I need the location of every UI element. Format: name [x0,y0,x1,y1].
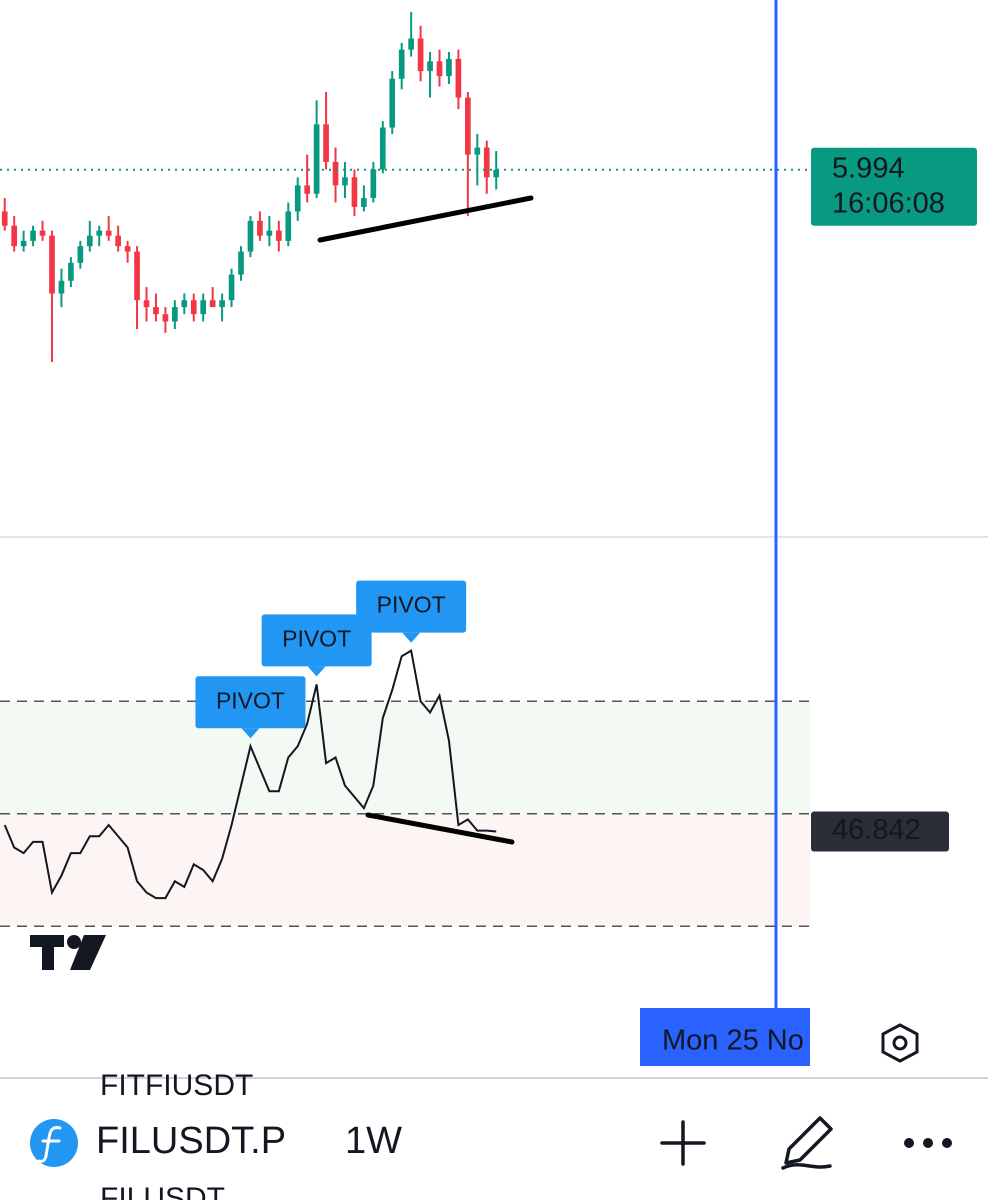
candle-body [115,235,121,247]
symbol-name[interactable]: FILUSDT.P [96,1120,286,1162]
candle-body [49,235,55,294]
rsi-value-label: 46.842 [832,814,921,846]
candle-body [427,61,433,72]
candle-body [58,280,65,294]
pivot-label: PIVOT [216,687,285,713]
ghost-symbol-above: FITFIUSDT [100,1069,253,1102]
tv-logo [30,935,106,970]
candle-body [11,225,18,247]
candle-body [370,169,377,199]
candle-body [455,58,462,98]
candle-body [20,240,27,247]
candle-body [474,147,481,155]
candle-body [493,169,500,178]
candle-body [153,307,159,315]
candle-body [190,300,197,315]
overbought-band [0,701,810,814]
candle-body [172,307,178,322]
candle-body [323,124,329,162]
pivot-box [195,676,306,729]
rsi-value-box [811,811,949,852]
symbol-button[interactable] [30,1119,78,1167]
candle-body [408,38,414,50]
candle-body [266,230,273,236]
pivot-pointer [241,728,260,739]
rsi-trendline [365,812,515,845]
candle-body [105,230,112,236]
candle-body [39,230,46,236]
candle-body [1,211,8,226]
candle-body [134,251,140,301]
candle-body [219,300,225,308]
candle-body [389,78,396,128]
candle-body [351,177,358,207]
more-button[interactable] [904,1138,952,1148]
candle-body [257,220,263,236]
rsi-line [3,649,497,900]
pivot-pointer [307,666,326,677]
candle-body [247,220,254,252]
candle-body [228,274,235,301]
candle-body [379,127,386,170]
countdown-label: 16:06:08 [832,187,945,219]
pivot-box [261,614,372,667]
candle-body [483,147,490,178]
symbol-icon-glyph [37,1126,62,1163]
candle-body [124,246,131,252]
candle-body [77,246,84,263]
candle-body [417,38,424,72]
cursor-date-box [640,1008,810,1066]
candle-body [162,314,169,322]
candle-body [181,300,188,308]
candle-body [342,177,348,186]
candle-body [398,49,405,79]
pivot-label: PIVOT [282,625,351,651]
marks-layer [0,11,810,900]
interval[interactable]: 1W [345,1120,402,1162]
candle-body [285,211,292,241]
candle-body [143,300,150,308]
candle-body [30,230,36,241]
candle-body [465,97,471,155]
price-trendline [317,195,534,243]
draw-button[interactable] [781,1116,833,1170]
pivot-label: PIVOT [377,592,446,618]
candle-body [68,262,74,281]
settings-button[interactable] [881,1023,919,1063]
candle-body [361,198,367,207]
candle-body [313,124,320,194]
candle-body [446,58,452,77]
pivot-box [356,580,467,633]
cursor-date-label: Mon 25 No [662,1025,804,1057]
candle-body [209,300,216,308]
candle-body [304,185,311,194]
symbol-icon [30,1119,78,1167]
candle-body [86,235,93,247]
pivot-pointer [402,632,421,643]
candle-body [332,161,339,186]
candle-body [275,230,282,241]
add-button[interactable] [660,1120,706,1166]
candle-body [294,185,301,212]
background-layer [0,701,810,927]
oversold-band [0,813,810,927]
candle-body [200,300,207,315]
ghost-symbol-below: FILUSDT [100,1182,225,1200]
candle-body [436,61,443,77]
candle-body [96,230,103,236]
last-price-label: 5.994 [832,152,905,184]
candle-body [238,251,244,275]
last-price-box [811,147,977,226]
